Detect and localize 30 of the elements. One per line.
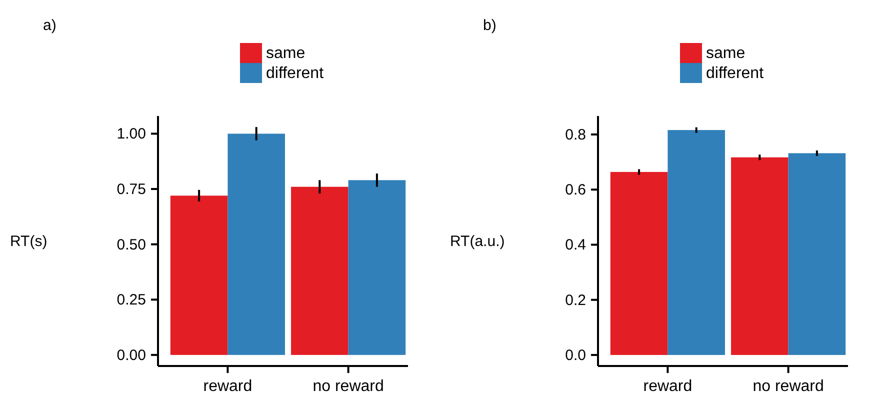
y-tick-label: 0.2 xyxy=(565,292,586,309)
x-tick-label: no reward xyxy=(752,378,824,395)
legend-label: different xyxy=(706,65,764,82)
y-tick-label: 0.00 xyxy=(116,346,146,364)
legend-label: different xyxy=(266,65,324,82)
bar xyxy=(348,180,406,355)
chart-title: b) xyxy=(483,17,496,34)
y-tick-label: 0.6 xyxy=(565,182,586,199)
y-tick-label: 0.0 xyxy=(565,346,586,364)
y-tick-label: 0.25 xyxy=(116,292,146,309)
bar xyxy=(668,130,725,355)
y-tick-label: 0.75 xyxy=(116,181,146,198)
bar xyxy=(228,134,285,355)
y-tick-label: 1.00 xyxy=(116,126,146,143)
x-tick-label: no reward xyxy=(312,378,384,395)
legend-label: same xyxy=(266,45,306,62)
legend-label: same xyxy=(706,45,746,62)
y-axis-title: RT(a.u.) xyxy=(450,233,505,250)
chart-title: a) xyxy=(43,17,56,34)
bar xyxy=(731,157,788,355)
bar xyxy=(610,172,668,355)
y-axis-title: RT(s) xyxy=(10,233,48,250)
y-tick-label: 0.4 xyxy=(565,236,586,254)
bar xyxy=(291,186,348,355)
y-tick-label: 0.8 xyxy=(565,126,586,144)
bar xyxy=(788,153,846,355)
y-tick-label: 0.50 xyxy=(116,236,146,254)
x-tick-label: reward xyxy=(643,378,692,395)
x-tick-label: reward xyxy=(203,378,252,395)
bar xyxy=(170,196,228,355)
